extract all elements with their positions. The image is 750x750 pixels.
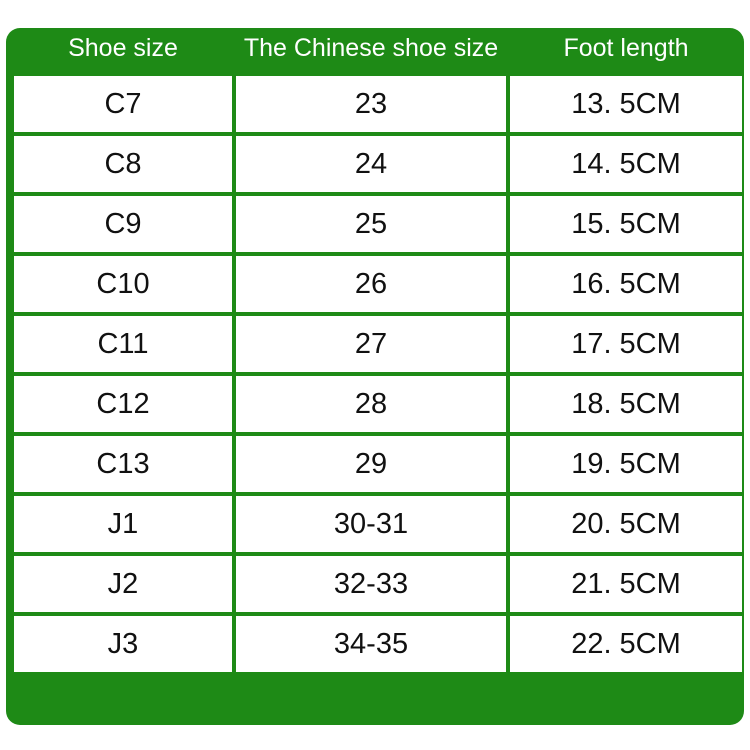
table-cell: 26 xyxy=(236,256,506,312)
table-cell: 18. 5CM xyxy=(510,376,742,432)
table-cell: C10 xyxy=(14,256,232,312)
table-row: C13 29 19. 5CM xyxy=(14,436,746,492)
table-cell: J2 xyxy=(14,556,232,612)
table-cell: 14. 5CM xyxy=(510,136,742,192)
table-cell: C9 xyxy=(14,196,232,252)
table-row: C9 25 15. 5CM xyxy=(14,196,746,252)
table-row: J2 32-33 21. 5CM xyxy=(14,556,746,612)
table-cell: 23 xyxy=(236,76,506,132)
table-cell: C7 xyxy=(14,76,232,132)
header-cell: The Chinese shoe size xyxy=(243,34,499,62)
table-cell: C12 xyxy=(14,376,232,432)
table-cell: 25 xyxy=(236,196,506,252)
table-row: C10 26 16. 5CM xyxy=(14,256,746,312)
table-cell: 24 xyxy=(236,136,506,192)
table-row: J1 30-31 20. 5CM xyxy=(14,496,746,552)
table-cell: 32-33 xyxy=(236,556,506,612)
table-cell: 22. 5CM xyxy=(510,616,742,672)
table-cell: 28 xyxy=(236,376,506,432)
table-cell: 13. 5CM xyxy=(510,76,742,132)
table-cell: C11 xyxy=(14,316,232,372)
table-cell: 15. 5CM xyxy=(510,196,742,252)
table-cell: 29 xyxy=(236,436,506,492)
table-cell: 16. 5CM xyxy=(510,256,742,312)
header-cell: Shoe size xyxy=(68,34,178,62)
table-cell: 34-35 xyxy=(236,616,506,672)
table-body: C7 23 13. 5CM C8 24 14. 5CM C9 25 15. 5CM C10 26 16… xyxy=(14,76,746,676)
table-cell: J3 xyxy=(14,616,232,672)
header-cell: Foot length xyxy=(563,34,689,62)
table-cell: 17. 5CM xyxy=(510,316,742,372)
table-row: C7 23 13. 5CM xyxy=(14,76,746,132)
table-cell: 20. 5CM xyxy=(510,496,742,552)
table-row: C8 24 14. 5CM xyxy=(14,136,746,192)
table-row: C11 27 17. 5CM xyxy=(14,316,746,372)
table-cell: 30-31 xyxy=(236,496,506,552)
table-cell: 27 xyxy=(236,316,506,372)
table-row: C12 28 18. 5CM xyxy=(14,376,746,432)
table-cell: J1 xyxy=(14,496,232,552)
table-cell: C8 xyxy=(14,136,232,192)
table-cell: 21. 5CM xyxy=(510,556,742,612)
table-cell: C13 xyxy=(14,436,232,492)
table-cell: 19. 5CM xyxy=(510,436,742,492)
table-row: J3 34-35 22. 5CM xyxy=(14,616,746,672)
